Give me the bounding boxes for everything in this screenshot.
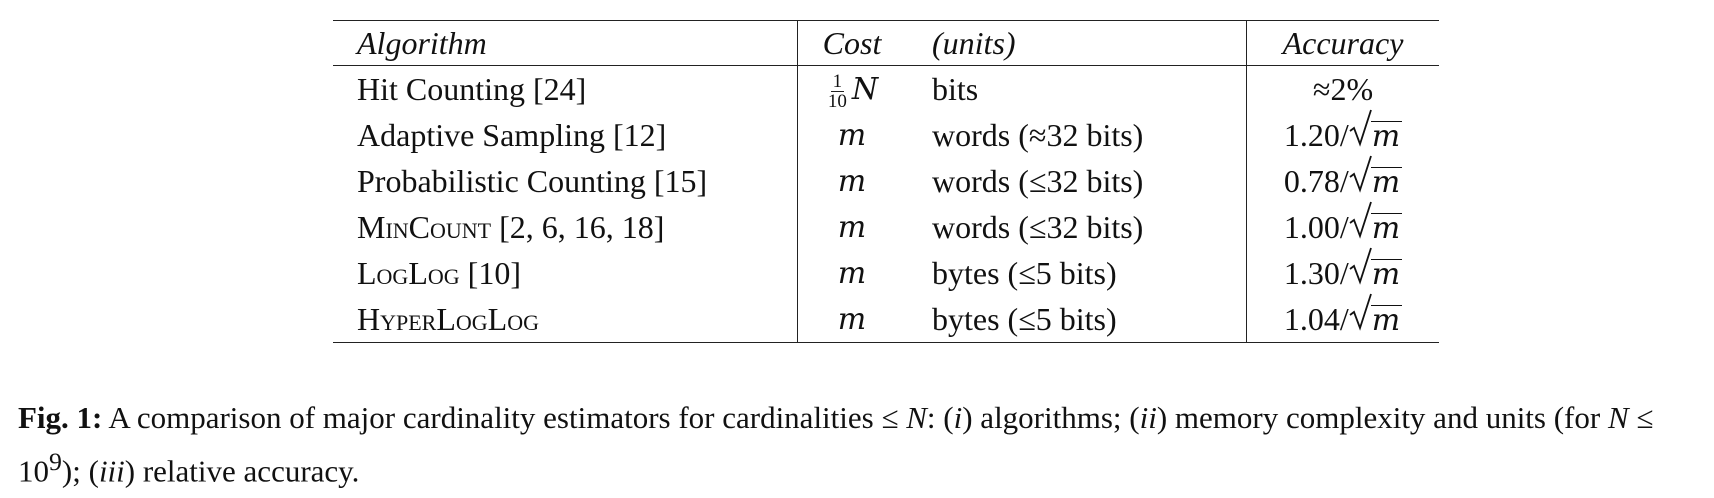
header-accuracy: Accuracy	[1246, 20, 1439, 66]
radical-sign-icon	[1349, 293, 1372, 331]
caption-math: i	[953, 400, 963, 435]
cost-cell: 1 10 N	[798, 66, 907, 113]
caption-math: N	[1607, 400, 1629, 435]
radical-sign-icon	[1349, 201, 1372, 239]
caption-text: ) algorithms; (	[962, 400, 1140, 435]
header-units: (units)	[906, 20, 1247, 66]
radicand: m	[1370, 303, 1403, 338]
figure-caption: Fig. 1: A comparison of major cardinalit…	[18, 396, 1708, 493]
accuracy-coefficient: 0.78/	[1283, 163, 1349, 199]
table-row: MinCount [2, 6, 16, 18] m words (≤32 bit…	[333, 201, 1440, 250]
caption-superscript: 9	[49, 447, 62, 476]
table-header-row: Algorithm Cost (units) Accuracy	[333, 20, 1439, 66]
sqrt-expression: m	[1349, 247, 1403, 295]
cost-variable: N	[851, 72, 879, 107]
radical-sign-icon	[1349, 109, 1372, 147]
fraction: 1 10	[826, 72, 849, 111]
radicand: m	[1370, 165, 1403, 200]
radical-sign-icon	[1349, 155, 1372, 193]
table-row: LogLog [10] m bytes (≤5 bits) 1.30/m	[333, 247, 1440, 296]
accuracy-cell: 1.20/m	[1247, 109, 1440, 158]
algorithm-cell: HyperLogLog	[333, 296, 798, 343]
caption-math: N	[906, 400, 927, 435]
algorithm-name: HyperLogLog	[357, 301, 539, 337]
figure-label: Fig. 1:	[18, 400, 103, 435]
radical-sign-icon	[1349, 247, 1372, 285]
algorithm-refs: [10]	[459, 255, 521, 291]
units-cell: words (≤32 bits)	[906, 158, 1247, 204]
units-cell: bytes (≤5 bits)	[906, 296, 1247, 343]
algorithm-cell: LogLog [10]	[333, 250, 798, 296]
algorithm-cell: Hit Counting [24]	[333, 65, 798, 112]
accuracy-coefficient: 1.30/	[1283, 255, 1349, 291]
accuracy-cell: ≈2%	[1312, 71, 1374, 107]
table-row: Probabilistic Counting [15] m words (≤32…	[333, 155, 1440, 204]
accuracy-cell: 1.00/m	[1247, 201, 1440, 250]
table-row: Adaptive Sampling [12] m words (≈32 bits…	[333, 109, 1440, 158]
radicand: m	[1370, 119, 1403, 154]
algorithm-refs: [2, 6, 16, 18]	[491, 209, 665, 245]
sqrt-expression: m	[1349, 109, 1403, 157]
algorithm-cell: Adaptive Sampling [12]	[333, 112, 798, 158]
caption-math: iii	[98, 453, 125, 489]
caption-text: ) memory complexity and units (for	[1156, 400, 1608, 435]
radicand: m	[1370, 257, 1403, 292]
cost-variable: m	[837, 164, 867, 199]
accuracy-cell: 1.04/m	[1246, 293, 1439, 343]
algorithm-cell: Probabilistic Counting [15]	[333, 158, 798, 204]
radicand: m	[1370, 211, 1403, 246]
fraction-numerator: 1	[830, 71, 845, 93]
units-cell: words (≈32 bits)	[906, 112, 1247, 158]
comparison-table: Algorithm Cost (units) Accuracy Hit Coun…	[333, 20, 1439, 343]
caption-text: ) relative accuracy.	[124, 453, 360, 489]
sqrt-expression: m	[1349, 155, 1403, 203]
caption-text: : (	[926, 400, 954, 435]
header-cost: Cost	[797, 20, 906, 66]
sqrt-expression: m	[1349, 293, 1403, 341]
units-cell: bits	[906, 65, 1247, 112]
algorithm-name: LogLog	[357, 255, 460, 291]
accuracy-coefficient: 1.04/	[1283, 301, 1349, 337]
cost-cell: m	[797, 296, 906, 343]
sqrt-expression: m	[1349, 201, 1403, 249]
cost-variable: m	[837, 210, 867, 245]
cost-cell: m	[798, 204, 907, 250]
accuracy-cell: 0.78/m	[1247, 155, 1440, 204]
cost-variable: m	[837, 118, 867, 153]
caption-text: ≤ 10	[18, 400, 1654, 489]
table-row: HyperLogLog m bytes (≤5 bits) 1.04/m	[333, 293, 1439, 343]
units-cell: bytes (≤5 bits)	[906, 250, 1247, 296]
caption-text: A comparison of major cardinality estima…	[102, 400, 907, 435]
cost-variable: m	[837, 302, 867, 337]
cost-variable: m	[837, 256, 867, 291]
fraction-denominator: 10	[827, 91, 847, 113]
cost-cell: m	[798, 158, 907, 204]
table-row: Hit Counting [24] 1 10 N bits ≈2%	[333, 65, 1439, 113]
accuracy-cell: 1.30/m	[1247, 247, 1440, 296]
units-cell: words (≤32 bits)	[906, 204, 1247, 250]
accuracy-coefficient: 1.20/	[1283, 117, 1349, 153]
cost-cell: m	[798, 112, 907, 158]
accuracy-coefficient: 1.00/	[1283, 209, 1349, 245]
header-algorithm: Algorithm	[333, 20, 798, 66]
cost-cell: m	[798, 250, 907, 296]
algorithm-cell: MinCount [2, 6, 16, 18]	[333, 204, 798, 250]
algorithm-name: MinCount	[357, 209, 492, 245]
caption-text: ); (	[61, 453, 99, 489]
caption-math: ii	[1139, 400, 1157, 435]
